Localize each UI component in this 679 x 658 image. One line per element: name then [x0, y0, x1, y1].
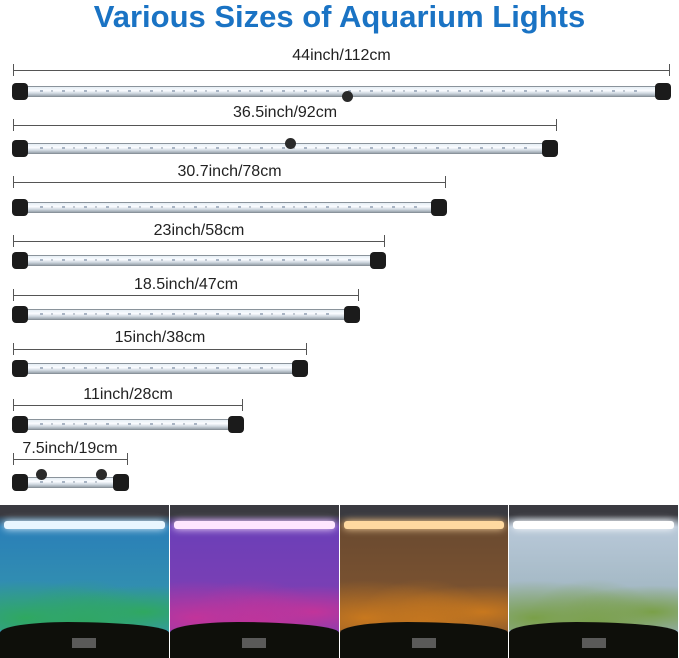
led-strip	[40, 423, 216, 425]
light-bar	[4, 521, 165, 529]
size-label: 23inch/58cm	[153, 222, 245, 239]
light-tube	[12, 138, 558, 157]
aquarium-photo-blue	[0, 505, 170, 658]
suction-cup	[341, 91, 353, 102]
suction-cup	[285, 138, 296, 149]
led-strip	[40, 206, 419, 208]
page-title: Various Sizes of Aquarium Lights	[93, 0, 586, 34]
end-cap	[12, 416, 28, 433]
plants	[509, 570, 678, 630]
led-strip	[40, 147, 530, 149]
dimension-line	[13, 64, 670, 76]
brand-tag	[72, 638, 97, 648]
light-bar	[173, 521, 335, 529]
light-tube	[12, 306, 360, 323]
light-tube	[12, 83, 671, 102]
brand-tag	[242, 638, 267, 648]
size-label: 15inch/38cm	[114, 329, 206, 346]
light-bar	[513, 521, 674, 529]
plants	[0, 570, 169, 630]
size-label: 36.5inch/92cm	[232, 104, 338, 121]
light-bar	[343, 521, 505, 529]
size-label: 30.7inch/78cm	[177, 163, 282, 180]
size-label: 18.5inch/47cm	[133, 276, 239, 293]
end-cap	[12, 252, 28, 269]
end-cap	[12, 360, 28, 377]
end-cap	[542, 140, 558, 157]
end-cap	[292, 360, 308, 377]
end-cap	[12, 83, 28, 100]
end-cap	[228, 416, 244, 433]
dimension-line	[13, 399, 243, 411]
light-tube	[12, 416, 244, 433]
end-cap	[370, 252, 386, 269]
end-cap	[12, 140, 28, 157]
end-cap	[431, 199, 447, 216]
size-label: 7.5inch/19cm	[22, 440, 118, 457]
end-cap	[12, 474, 28, 491]
color-demo-photos	[0, 505, 679, 658]
dimension-line	[13, 453, 128, 465]
dimension-line	[13, 289, 359, 301]
dimension-line	[13, 343, 307, 355]
aquarium-photo-purple	[169, 505, 340, 658]
light-tube	[12, 360, 308, 377]
plants	[339, 570, 509, 630]
dimension-line	[13, 176, 446, 188]
led-strip	[40, 367, 280, 369]
light-tube	[12, 252, 386, 269]
led-strip	[40, 481, 101, 483]
end-cap	[113, 474, 129, 491]
plants	[169, 570, 339, 630]
led-strip	[40, 259, 358, 261]
light-tube	[12, 199, 447, 216]
brand-tag	[411, 638, 436, 648]
size-label: 44inch/112cm	[292, 47, 391, 64]
end-cap	[344, 306, 360, 323]
dimension-line	[13, 235, 385, 247]
suction-cup	[36, 469, 47, 480]
end-cap	[12, 306, 28, 323]
dimension-line	[13, 119, 557, 131]
brand-tag	[581, 638, 606, 648]
suction-cup	[96, 469, 107, 480]
end-cap	[655, 83, 671, 100]
aquarium-photo-orange	[339, 505, 510, 658]
led-strip	[40, 90, 643, 92]
end-cap	[12, 199, 28, 216]
aquarium-photo-white	[509, 505, 679, 658]
led-strip	[40, 313, 332, 315]
size-label: 11inch/28cm	[83, 386, 173, 403]
light-tube	[12, 469, 129, 491]
